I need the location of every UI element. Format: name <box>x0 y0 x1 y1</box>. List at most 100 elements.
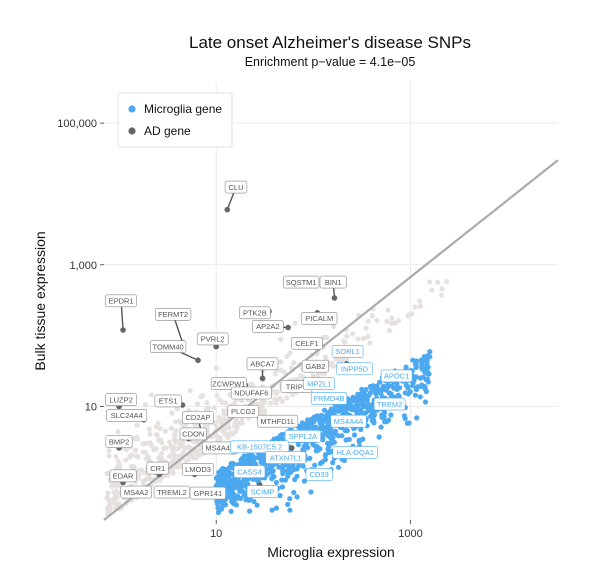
gene-label: INPP5D <box>336 362 373 376</box>
gene-label-text: FERMT2 <box>158 310 188 319</box>
gene-label-text: NDUFAF6 <box>234 389 268 398</box>
microglia-gene-point <box>326 444 332 450</box>
microglia-gene-point <box>233 496 239 502</box>
microglia-gene-point <box>234 482 240 488</box>
background-gene-point <box>157 426 163 432</box>
gene-label: MS4A4A <box>330 414 367 428</box>
microglia-gene-point <box>273 479 279 486</box>
background-gene-point <box>106 448 112 454</box>
background-gene-point <box>292 320 298 326</box>
microglia-gene-point <box>294 494 300 500</box>
y-tick-label: 100,000 <box>57 118 97 130</box>
background-gene-point <box>109 498 115 504</box>
background-gene-point <box>389 315 395 321</box>
gene-label-box <box>150 340 187 353</box>
microglia-gene-point <box>326 411 332 418</box>
gene-label-box <box>233 465 266 479</box>
background-gene-point <box>221 408 227 414</box>
microglia-gene-point <box>219 474 225 480</box>
microglia-gene-point <box>328 434 334 441</box>
microglia-gene-point <box>220 469 226 475</box>
x-tick-label: 1000 <box>398 528 422 540</box>
background-gene-point <box>282 369 288 375</box>
background-gene-point <box>435 279 441 285</box>
background-gene-point <box>147 440 153 446</box>
background-gene-point <box>236 421 242 427</box>
gene-label-box <box>257 414 299 428</box>
gene-label: BIN1 <box>319 275 347 289</box>
gene-label-text: AP2A2 <box>256 322 279 331</box>
legend-label-microglia: Microglia gene <box>144 102 222 116</box>
microglia-gene-point <box>320 437 326 443</box>
gene-label-text: SORL1 <box>335 347 360 356</box>
gene-label: TOMM40 <box>150 340 187 353</box>
ad-gene-point <box>120 327 126 333</box>
background-gene-point <box>229 431 236 437</box>
gene-label: SQSTM1 <box>283 275 320 289</box>
microglia-gene-point <box>413 362 419 368</box>
microglia-gene-point <box>370 412 376 418</box>
microglia-gene-point <box>394 380 400 387</box>
background-gene-point <box>143 456 149 462</box>
background-gene-point <box>198 394 204 400</box>
background-gene-point <box>173 427 179 434</box>
microglia-gene-point <box>303 421 309 428</box>
gene-label: ETS1 <box>154 394 182 408</box>
background-gene-point <box>367 340 373 346</box>
microglia-gene-point <box>287 496 293 502</box>
background-gene-point <box>134 436 140 442</box>
gene-label-box <box>310 392 348 405</box>
gene-label-box <box>105 393 137 406</box>
background-gene-point <box>284 395 290 401</box>
gene-label-box <box>155 307 192 321</box>
gene-label-text: TRIP4 <box>286 382 307 391</box>
microglia-gene-point <box>336 403 342 410</box>
microglia-gene-point <box>246 497 252 503</box>
gene-label: CD2AP <box>182 411 214 424</box>
gene-label-box <box>239 306 271 320</box>
background-gene-point <box>272 371 278 377</box>
gene-label-text: MS4A4A <box>334 417 364 426</box>
gene-label-box <box>252 320 284 333</box>
gene-label-text: TREM2 <box>377 400 402 409</box>
gene-label-box <box>105 294 137 308</box>
gene-label-box <box>120 485 152 499</box>
microglia-gene-point <box>317 460 323 467</box>
background-gene-point <box>248 381 254 387</box>
microglia-gene-point <box>314 444 320 450</box>
microglia-gene-point <box>414 415 420 421</box>
background-gene-point <box>191 438 197 445</box>
microglia-gene-point <box>231 477 237 483</box>
microglia-gene-point <box>378 424 384 430</box>
gene-label-text: CD33 <box>310 470 329 479</box>
diagonal-line <box>103 159 559 521</box>
gene-label: LUZP2 <box>105 393 137 406</box>
background-gene-point <box>113 453 119 460</box>
ad-gene-point <box>331 295 338 301</box>
background-gene-point <box>268 400 274 406</box>
gene-label: ABCA7 <box>246 357 279 371</box>
microglia-gene-point <box>405 384 411 390</box>
gene-label-box <box>303 377 336 391</box>
background-gene-point <box>174 406 180 412</box>
background-gene-point <box>147 431 153 437</box>
axis-ticks: 10 1000 10 1,000 100,000 <box>57 118 422 540</box>
background-gene-point <box>195 401 201 407</box>
gene-label: TREML2 <box>153 485 191 499</box>
background-gene-point <box>172 432 178 438</box>
microglia-gene-point <box>404 420 410 426</box>
background-gene-point <box>412 304 418 310</box>
gene-label-box <box>246 485 279 498</box>
microglia-gene-point <box>228 461 234 467</box>
microglia-gene-point <box>350 394 356 400</box>
x-axis-title: Microglia expression <box>267 544 395 560</box>
microglia-gene-point <box>268 468 274 474</box>
background-gene-point <box>134 422 140 428</box>
background-gene-point <box>140 441 146 447</box>
background-gene-point <box>154 432 160 438</box>
background-gene-point <box>311 373 317 379</box>
gene-label-box <box>336 362 373 376</box>
microglia-gene-point <box>287 507 293 513</box>
background-gene-point <box>439 292 445 298</box>
microglia-gene-point <box>251 498 257 505</box>
